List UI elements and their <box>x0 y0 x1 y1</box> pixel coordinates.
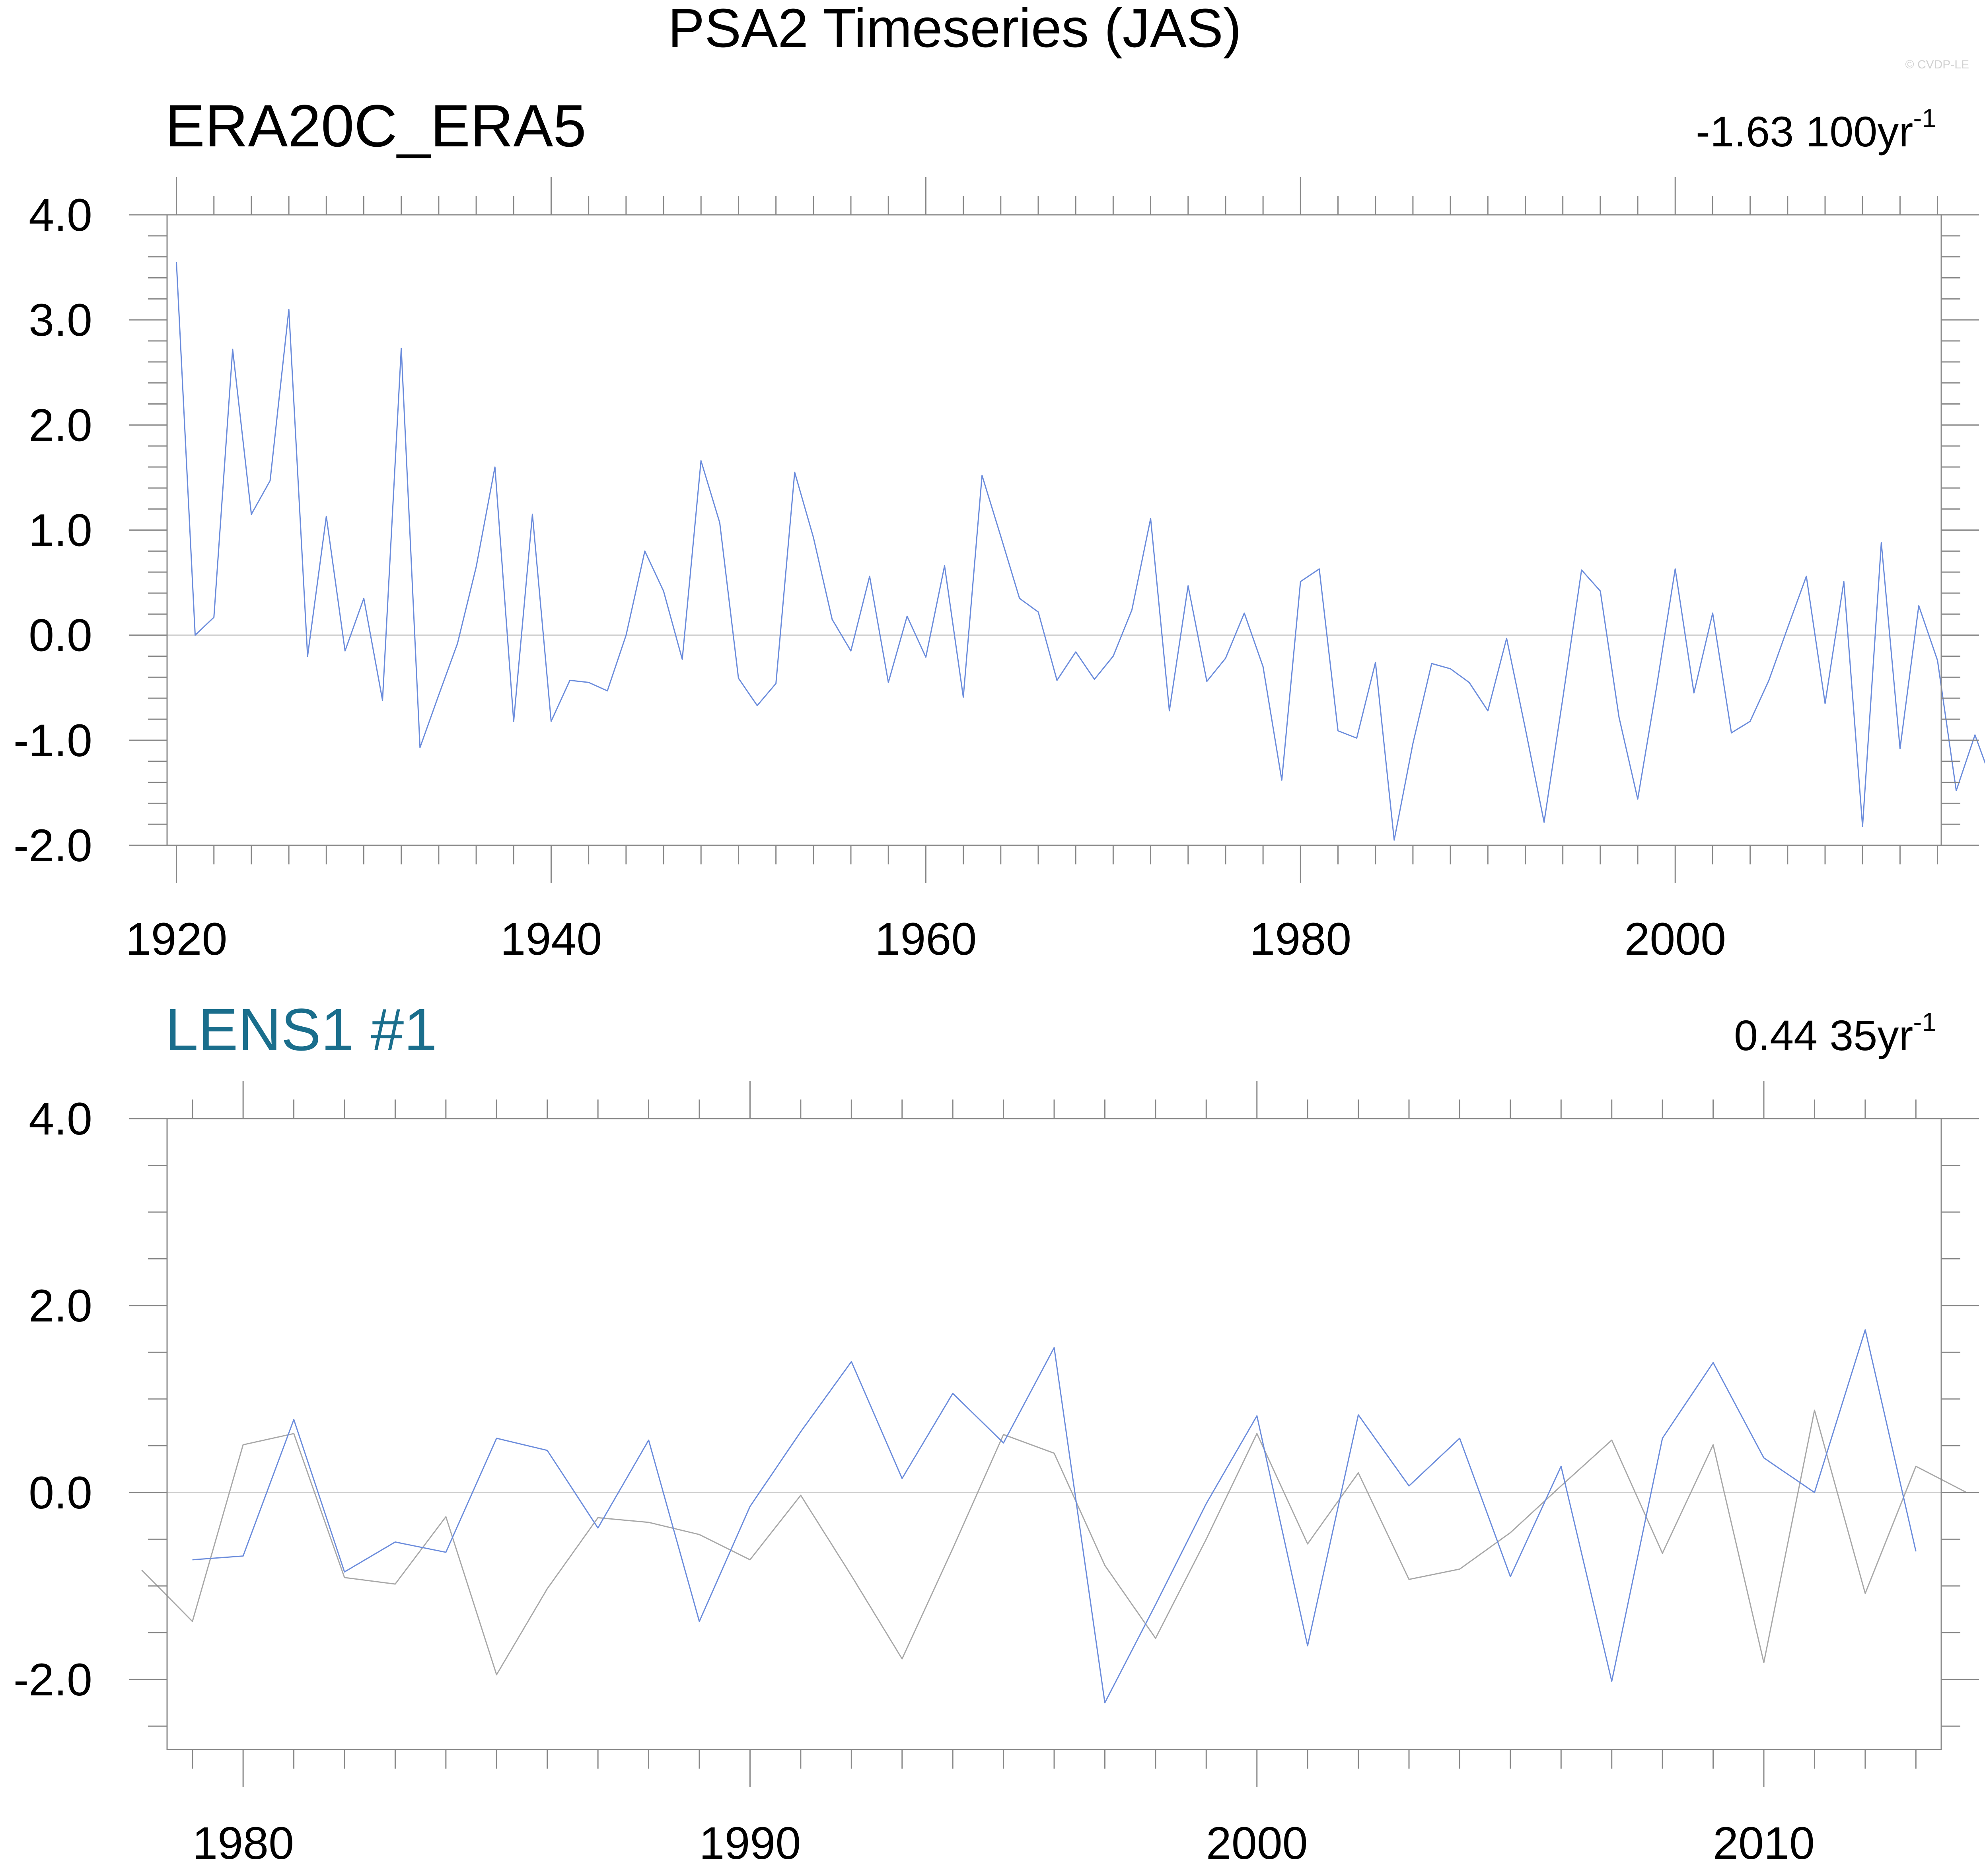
series-line-era20c-era5 <box>176 262 1985 841</box>
panel-title: LENS1 #1 <box>165 996 437 1063</box>
x-tick-label: 1940 <box>500 914 602 965</box>
panel-title: ERA20C_ERA5 <box>165 92 586 159</box>
trend-label: 0.44 35yr-1 <box>1734 1007 1936 1059</box>
x-tick-label: 1960 <box>875 914 977 965</box>
trend-exponent: -1 <box>1913 1007 1936 1037</box>
series-line-era20c-era5 <box>141 1409 1967 1676</box>
watermark: © CVDP-LE <box>1905 58 1969 71</box>
y-tick-label: 1.0 <box>29 505 92 556</box>
trend-label: -1.63 100yr-1 <box>1696 103 1936 156</box>
y-tick-label: -2.0 <box>14 1654 92 1705</box>
x-tick-label: 1980 <box>192 1818 294 1869</box>
y-tick-label: 4.0 <box>29 190 92 241</box>
y-tick-label: 0.0 <box>29 1467 92 1518</box>
x-tick-label: 2000 <box>1624 914 1726 965</box>
y-tick-label: 2.0 <box>29 1281 92 1331</box>
x-tick-label: 1920 <box>126 914 228 965</box>
y-tick-label: -2.0 <box>14 820 92 871</box>
y-tick-label: 4.0 <box>29 1094 92 1144</box>
y-tick-label: -1.0 <box>14 715 92 766</box>
series-line-lens1-1 <box>192 1329 1917 1703</box>
x-tick-label: 2000 <box>1206 1818 1308 1869</box>
x-tick-label: 1990 <box>699 1818 801 1869</box>
trend-exponent: -1 <box>1913 103 1936 133</box>
x-tick-label: 2010 <box>1713 1818 1815 1869</box>
trend-value: 0.44 35yr <box>1734 1011 1913 1059</box>
plot-frame <box>166 1118 1942 1750</box>
x-tick-label: 1980 <box>1249 914 1351 965</box>
plot-frame <box>166 214 1942 846</box>
main-title: PSA2 Timeseries (JAS) <box>668 0 1242 59</box>
chart-panel-era20c-era5: ERA20C_ERA5 -1.63 100yr-1 1920 1940 1960 19… <box>14 92 1985 965</box>
chart-panel-lens1: LENS1 #1 0.44 35yr-1 1980 1990 2000 2010 -2… <box>14 996 1979 1869</box>
y-tick-label: 0.0 <box>29 610 92 661</box>
y-tick-label: 2.0 <box>29 400 92 451</box>
trend-value: -1.63 100yr <box>1696 107 1913 156</box>
y-tick-label: 3.0 <box>29 295 92 346</box>
